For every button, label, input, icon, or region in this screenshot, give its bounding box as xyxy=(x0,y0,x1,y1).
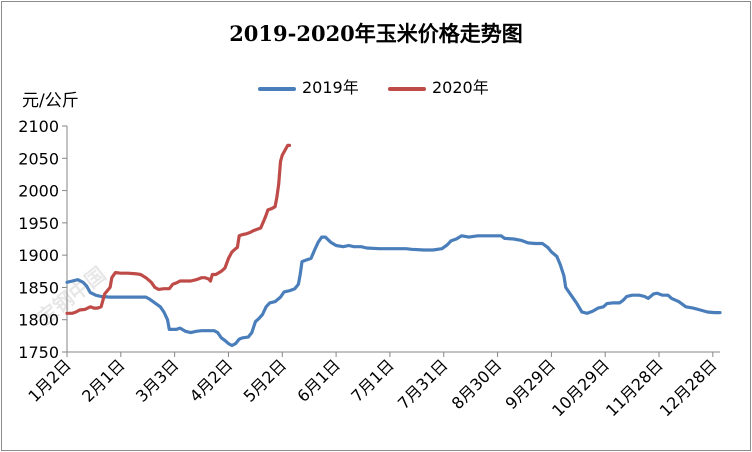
legend-swatch-2020 xyxy=(388,86,426,91)
x-tick-label: 7月1日 xyxy=(347,355,397,405)
x-tick-label: 7月31日 xyxy=(394,355,452,413)
x-tick-label: 4月2日 xyxy=(186,355,236,405)
y-tick-label: 2100 xyxy=(18,117,59,136)
x-tick-label: 2月1日 xyxy=(78,355,128,405)
y-tick-label: 2050 xyxy=(18,149,59,168)
x-tick-label: 3月3日 xyxy=(132,355,182,405)
legend-label-2019: 2019年 xyxy=(302,78,359,97)
series-line-2019 xyxy=(65,234,722,348)
y-tick-label: 1750 xyxy=(18,343,59,362)
legend-item-2020: 2020年 xyxy=(388,74,489,98)
series-line-2020 xyxy=(65,143,292,315)
x-tick-label: 11月28日 xyxy=(602,355,667,420)
x-tick-label: 5月2日 xyxy=(240,355,290,405)
x-tick-label: 10月29日 xyxy=(548,355,613,420)
legend-item-2019: 2019年 xyxy=(258,74,359,98)
chart-title: 2019-2020年玉米价格走势图 xyxy=(229,21,523,46)
x-tick-label: 8月30日 xyxy=(448,355,506,413)
y-tick-label: 1950 xyxy=(18,214,59,233)
y-tick-label: 1900 xyxy=(18,246,59,265)
y-tick-label: 1850 xyxy=(18,278,59,297)
y-tick-label: 1800 xyxy=(18,311,59,330)
x-tick-label: 12月28日 xyxy=(656,355,721,420)
y-axis-unit-label: 元/公斤 xyxy=(22,91,79,111)
x-tick-label: 6月1日 xyxy=(293,355,343,405)
y-tick-label: 2000 xyxy=(18,182,59,201)
legend-label-2020: 2020年 xyxy=(432,78,489,97)
x-tick-label: 1月2日 xyxy=(24,355,74,405)
legend-swatch-2019 xyxy=(258,86,296,91)
